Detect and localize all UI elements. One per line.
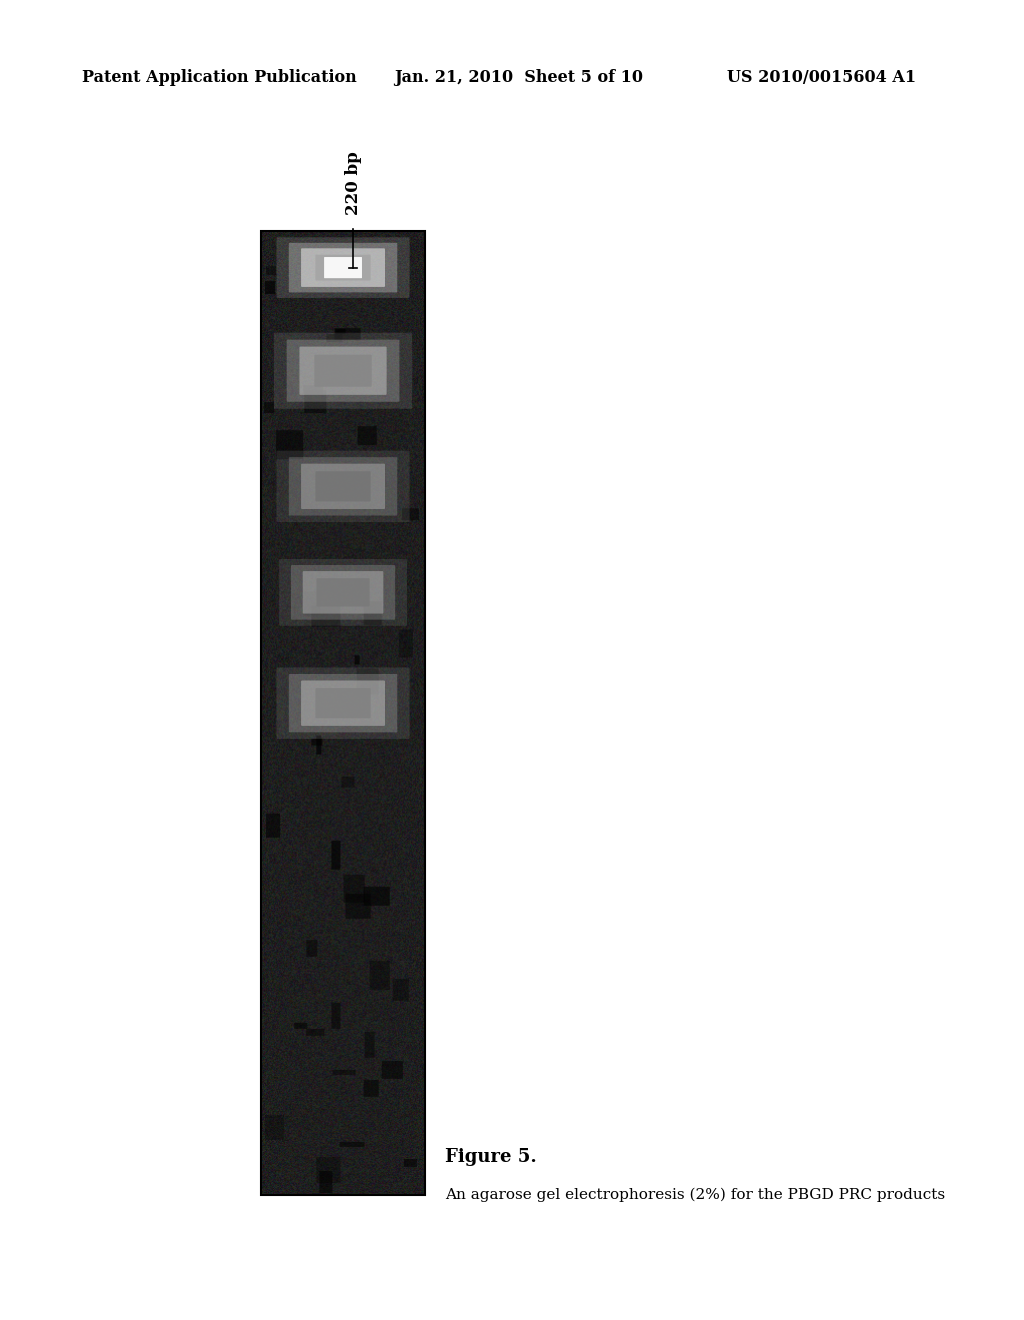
FancyBboxPatch shape [314,355,372,387]
FancyBboxPatch shape [289,457,397,516]
FancyBboxPatch shape [289,243,397,293]
Text: Patent Application Publication: Patent Application Publication [82,70,356,86]
FancyBboxPatch shape [325,257,361,279]
Text: US 2010/0015604 A1: US 2010/0015604 A1 [727,70,916,86]
FancyBboxPatch shape [315,471,371,502]
FancyBboxPatch shape [316,578,370,606]
FancyBboxPatch shape [315,255,371,281]
Text: 220 bp: 220 bp [345,150,361,215]
FancyBboxPatch shape [276,238,410,298]
FancyBboxPatch shape [287,339,399,401]
FancyBboxPatch shape [301,463,385,510]
Text: An agarose gel electrophoresis (2%) for the PBGD PRC products: An agarose gel electrophoresis (2%) for … [445,1188,945,1203]
FancyBboxPatch shape [276,668,410,739]
FancyBboxPatch shape [301,248,385,286]
FancyBboxPatch shape [315,688,371,718]
Text: Figure 5.: Figure 5. [445,1148,538,1167]
Bar [261,231,425,1195]
FancyBboxPatch shape [289,675,397,733]
FancyBboxPatch shape [280,558,407,626]
FancyBboxPatch shape [301,681,385,726]
FancyBboxPatch shape [299,347,387,395]
FancyBboxPatch shape [276,450,410,521]
FancyBboxPatch shape [291,565,395,619]
FancyBboxPatch shape [273,333,413,409]
FancyBboxPatch shape [303,572,383,614]
Text: Jan. 21, 2010  Sheet 5 of 10: Jan. 21, 2010 Sheet 5 of 10 [394,70,643,86]
